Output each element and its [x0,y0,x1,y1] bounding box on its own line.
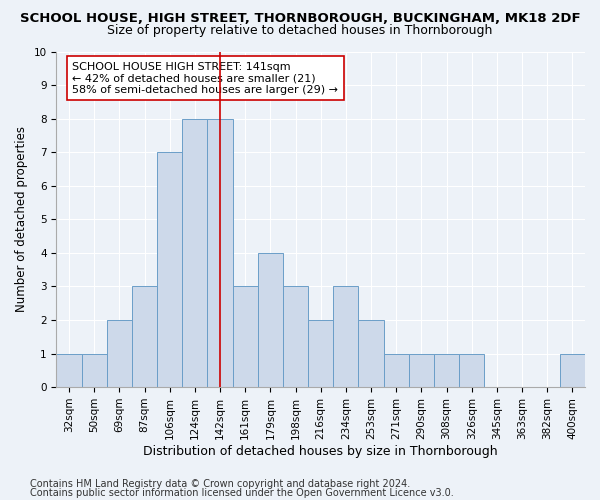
X-axis label: Distribution of detached houses by size in Thornborough: Distribution of detached houses by size … [143,444,498,458]
Bar [157,152,182,387]
Bar [258,253,283,387]
Text: Contains HM Land Registry data © Crown copyright and database right 2024.: Contains HM Land Registry data © Crown c… [30,479,410,489]
Bar [308,320,333,387]
Bar [409,354,434,387]
Bar [208,118,233,387]
Bar [383,354,409,387]
Bar [333,286,358,387]
Bar [182,118,208,387]
Bar [459,354,484,387]
Bar [132,286,157,387]
Bar [233,286,258,387]
Text: SCHOOL HOUSE HIGH STREET: 141sqm
← 42% of detached houses are smaller (21)
58% o: SCHOOL HOUSE HIGH STREET: 141sqm ← 42% o… [72,62,338,95]
Bar [358,320,383,387]
Bar [82,354,107,387]
Bar [56,354,82,387]
Text: SCHOOL HOUSE, HIGH STREET, THORNBOROUGH, BUCKINGHAM, MK18 2DF: SCHOOL HOUSE, HIGH STREET, THORNBOROUGH,… [20,12,580,26]
Bar [283,286,308,387]
Bar [434,354,459,387]
Text: Contains public sector information licensed under the Open Government Licence v3: Contains public sector information licen… [30,488,454,498]
Bar [107,320,132,387]
Text: Size of property relative to detached houses in Thornborough: Size of property relative to detached ho… [107,24,493,37]
Bar [560,354,585,387]
Y-axis label: Number of detached properties: Number of detached properties [15,126,28,312]
